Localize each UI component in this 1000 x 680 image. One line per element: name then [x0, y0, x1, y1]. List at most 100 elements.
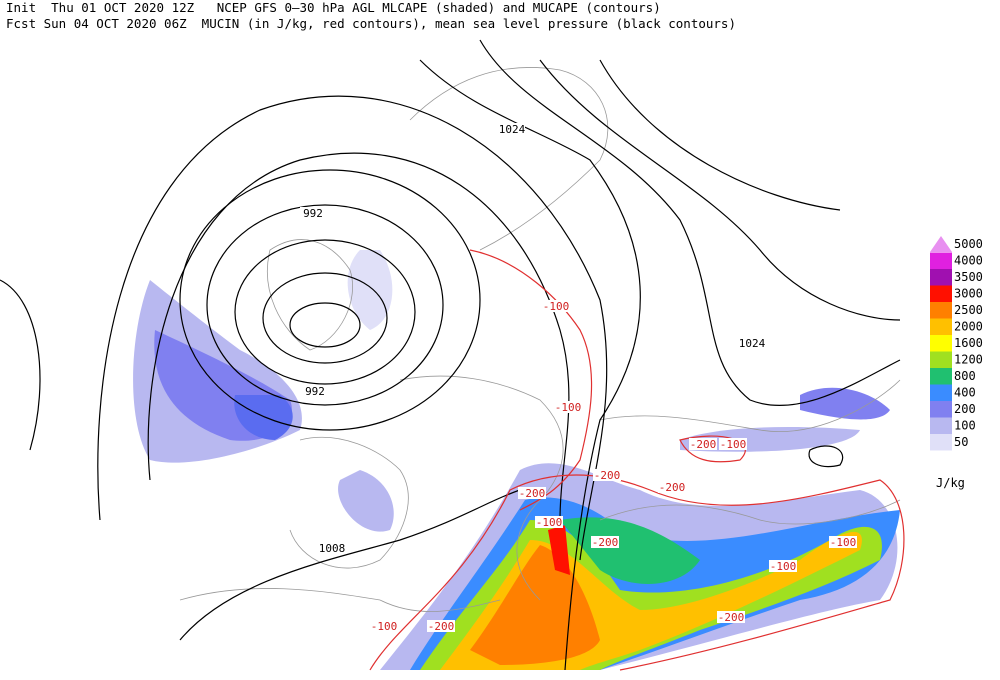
mucin-contour	[679, 435, 746, 463]
legend-label: 800	[954, 369, 976, 383]
mucin-label: -100	[543, 300, 570, 313]
coastline	[267, 239, 353, 351]
coastline	[599, 379, 901, 432]
isobar	[0, 279, 41, 451]
label-bg	[554, 401, 582, 413]
label-bg	[535, 516, 563, 528]
coastline	[599, 499, 901, 525]
mucin-label: -100	[536, 516, 563, 529]
coastline	[409, 67, 609, 251]
isobar	[599, 59, 841, 211]
shade	[800, 387, 890, 420]
label-bg	[591, 536, 619, 548]
isobar-label: 992	[303, 207, 323, 220]
mucin-label: -100	[371, 620, 398, 633]
legend-label: 3000	[954, 287, 983, 301]
legend-unit: J/kg	[936, 476, 965, 490]
coastline	[399, 375, 564, 601]
isobar	[808, 445, 844, 468]
shade	[347, 250, 393, 330]
isobar	[234, 239, 416, 385]
header-line: Init Thu 01 OCT 2020 12Z NCEP GFS 0–30 h…	[6, 0, 661, 15]
mucin-label: -100	[830, 536, 857, 549]
isobar-label: 1008	[319, 542, 346, 555]
legend-swatch	[930, 236, 952, 252]
isobar	[479, 39, 901, 406]
mucin-contour	[369, 474, 905, 671]
mucin-label: -100	[720, 438, 747, 451]
legend-swatch	[930, 384, 952, 401]
mucin-contours	[369, 249, 905, 671]
legend-swatch	[930, 269, 952, 286]
label-bg	[427, 620, 455, 632]
legend-label: 5000	[954, 237, 983, 251]
legend-swatch	[930, 318, 952, 335]
label-bg	[717, 611, 745, 623]
legend-swatch	[930, 335, 952, 352]
isobar	[206, 204, 444, 406]
mucin-label: -200	[690, 438, 717, 451]
legend-label: 4000	[954, 254, 983, 268]
legend-label: 2000	[954, 320, 983, 334]
legend-label: 3500	[954, 270, 983, 284]
mucin-label: -200	[428, 620, 455, 633]
mucin-label: -200	[594, 469, 621, 482]
mucin-label: -200	[592, 536, 619, 549]
label-bg	[739, 337, 765, 349]
isobar	[262, 272, 388, 364]
mucin-label: -200	[519, 487, 546, 500]
legend-swatch	[930, 417, 952, 434]
legend-swatch	[930, 368, 952, 385]
isobar	[179, 489, 521, 641]
shade	[234, 395, 293, 440]
coastline	[179, 588, 501, 612]
isobar	[179, 169, 481, 431]
legend-label: 1600	[954, 336, 983, 350]
legend-label: 400	[954, 386, 976, 400]
isobars	[0, 39, 901, 671]
label-bg	[719, 438, 747, 450]
mucin-contour	[469, 249, 593, 511]
legend-label: 100	[954, 419, 976, 433]
legend-label: 50	[954, 435, 968, 449]
coastlines	[179, 67, 901, 612]
header-line: Fcst Sun 04 OCT 2020 06Z MUCIN (in J/kg,…	[6, 16, 736, 31]
legend-label: 1200	[954, 353, 983, 367]
label-bg	[300, 207, 326, 219]
label-bg	[319, 542, 345, 554]
mucin-label: -100	[770, 560, 797, 573]
isobar-label: 1024	[739, 337, 766, 350]
legend-swatch	[930, 434, 952, 451]
label-bg	[689, 438, 717, 450]
legend-swatch	[930, 285, 952, 302]
label-bg	[658, 481, 686, 493]
label-bg	[370, 620, 398, 632]
legend: 5000 4000 3500 3000 2500 2000 1600 1200 800 400 20…	[930, 236, 983, 490]
label-bg	[518, 487, 546, 499]
isobar-label: 992	[305, 385, 325, 398]
shade	[338, 470, 394, 532]
label-bg	[499, 123, 525, 135]
mucin-label: -200	[659, 481, 686, 494]
isobar	[419, 59, 641, 671]
cape-shading	[133, 250, 900, 670]
isobar	[97, 95, 608, 561]
label-bg	[593, 469, 621, 481]
isobar-label: 1024	[499, 123, 526, 136]
label-bg	[769, 560, 797, 572]
legend-swatch	[930, 252, 952, 269]
mucin-label: -100	[555, 401, 582, 414]
legend-swatch	[930, 302, 952, 319]
mucin-label: -200	[718, 611, 745, 624]
label-bg	[542, 300, 570, 312]
legend-swatch	[930, 351, 952, 368]
label-bg	[829, 536, 857, 548]
isobar	[539, 59, 901, 321]
shade	[560, 517, 700, 584]
legend-swatch	[930, 401, 952, 418]
legend-label: 200	[954, 402, 976, 416]
label-bg	[302, 385, 328, 397]
isobar	[289, 302, 361, 348]
